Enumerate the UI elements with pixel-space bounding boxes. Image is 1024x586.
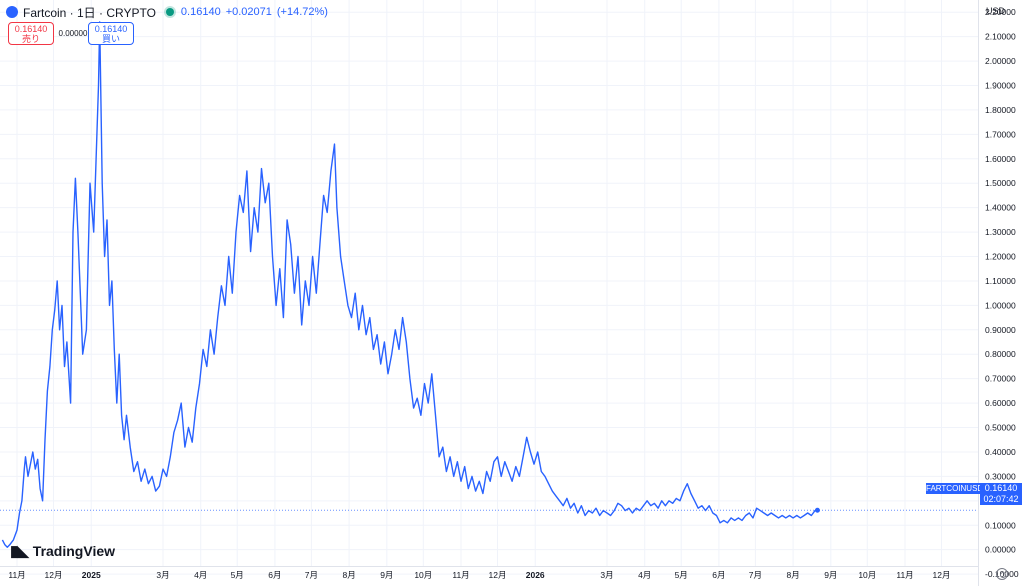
- price-axis-label: 2.10000: [985, 32, 1016, 42]
- time-axis-label: 2025: [82, 570, 101, 580]
- last-price: 0.16140: [180, 6, 221, 18]
- time-axis-label: 12月: [45, 570, 63, 580]
- price-axis-label: 0.30000: [985, 471, 1016, 481]
- price-axis-label: 0.00000: [985, 545, 1016, 555]
- spread-value: 0.00000: [58, 29, 88, 38]
- time-axis-label: 7月: [305, 570, 318, 580]
- price-axis-label: 0.40000: [985, 447, 1016, 457]
- time-axis-label: 6月: [712, 570, 725, 580]
- time-axis-label: 11月: [896, 570, 913, 580]
- price-change: +0.02071: [225, 6, 272, 18]
- price-axis-label: 0.90000: [985, 325, 1016, 335]
- sell-price: 0.16140: [14, 24, 48, 34]
- time-axis-label: 10月: [858, 570, 876, 580]
- tradingview-logo-icon: ▮◣: [10, 543, 29, 560]
- time-axis-label: 3月: [600, 570, 613, 580]
- price-axis-label: 1.40000: [985, 203, 1016, 213]
- market-status-icon[interactable]: [165, 8, 174, 16]
- price-change-percent: (+14.72%): [276, 6, 328, 18]
- time-axis-label: 2026: [526, 570, 545, 580]
- time-axis-label: 9月: [380, 570, 393, 580]
- symbol-title[interactable]: Fartcoin · 1日 · CRYPTO: [23, 5, 156, 20]
- time-axis-label: 6月: [268, 570, 281, 580]
- price-axis-label: 1.70000: [985, 129, 1016, 139]
- time-axis-label: 4月: [194, 570, 207, 580]
- price-axis-label: 1.80000: [985, 105, 1016, 115]
- time-axis-label: 12月: [489, 570, 507, 580]
- price-axis-label: 1.30000: [985, 227, 1016, 237]
- time-axis-label: 12月: [933, 570, 951, 580]
- current-price-badge: 0.16140 02:07:42: [980, 483, 1022, 505]
- price-axis-label: 1.10000: [985, 276, 1016, 286]
- price-axis-label: 0.10000: [985, 520, 1016, 530]
- sell-label: 売り: [21, 34, 40, 44]
- current-price-label: 0.16140: [984, 483, 1018, 493]
- last-price-point: [814, 507, 820, 513]
- price-axis-label: 1.20000: [985, 252, 1016, 262]
- price-series-line: [1, 21, 818, 548]
- legend-header: Fartcoin · 1日 · CRYPTO 0.16140 +0.02071 …: [6, 4, 333, 20]
- time-axis-label: 8月: [786, 570, 799, 580]
- time-axis-label: 7月: [749, 570, 762, 580]
- time-axis-label: 11月: [452, 570, 469, 580]
- tradingview-logo[interactable]: ▮◣ TradingView: [10, 542, 115, 560]
- sell-button[interactable]: 0.16140 売り: [8, 22, 54, 45]
- time-axis-label: 5月: [675, 570, 688, 580]
- time-axis-label: 5月: [231, 570, 244, 580]
- time-axis-label: 10月: [414, 570, 432, 580]
- buy-price: 0.16140: [94, 24, 128, 34]
- price-axis-label: 0.70000: [985, 374, 1016, 384]
- price-axis-label: 2.20000: [985, 7, 1016, 17]
- buy-label: 買い: [101, 34, 120, 44]
- price-axis-label: 0.60000: [985, 398, 1016, 408]
- time-axis-label: 3月: [156, 570, 169, 580]
- settings-gear-icon[interactable]: [996, 568, 1008, 580]
- price-axis-label: 0.80000: [985, 349, 1016, 359]
- time-axis-label: 11月: [8, 570, 25, 580]
- time-axis-label: 8月: [342, 570, 355, 580]
- time-axis-label: 9月: [824, 570, 837, 580]
- time-axis-label: 4月: [638, 570, 651, 580]
- price-axis-label: 2.00000: [985, 56, 1016, 66]
- price-axis-label: 1.90000: [985, 81, 1016, 91]
- buy-button[interactable]: 0.16140 買い: [88, 22, 134, 45]
- currency-selector[interactable]: USD: [986, 6, 1006, 16]
- price-axis-label: 1.50000: [985, 178, 1016, 188]
- bar-countdown: 02:07:42: [983, 494, 1019, 504]
- price-axis-label: 1.00000: [985, 300, 1016, 310]
- fartcoin-logo-icon: [6, 6, 18, 18]
- symbol-badge: FARTCOINUSD: [926, 483, 984, 494]
- price-axis-label: 0.50000: [985, 423, 1016, 433]
- tradingview-logo-text: TradingView: [32, 543, 116, 559]
- price-axis-label: 1.60000: [985, 154, 1016, 164]
